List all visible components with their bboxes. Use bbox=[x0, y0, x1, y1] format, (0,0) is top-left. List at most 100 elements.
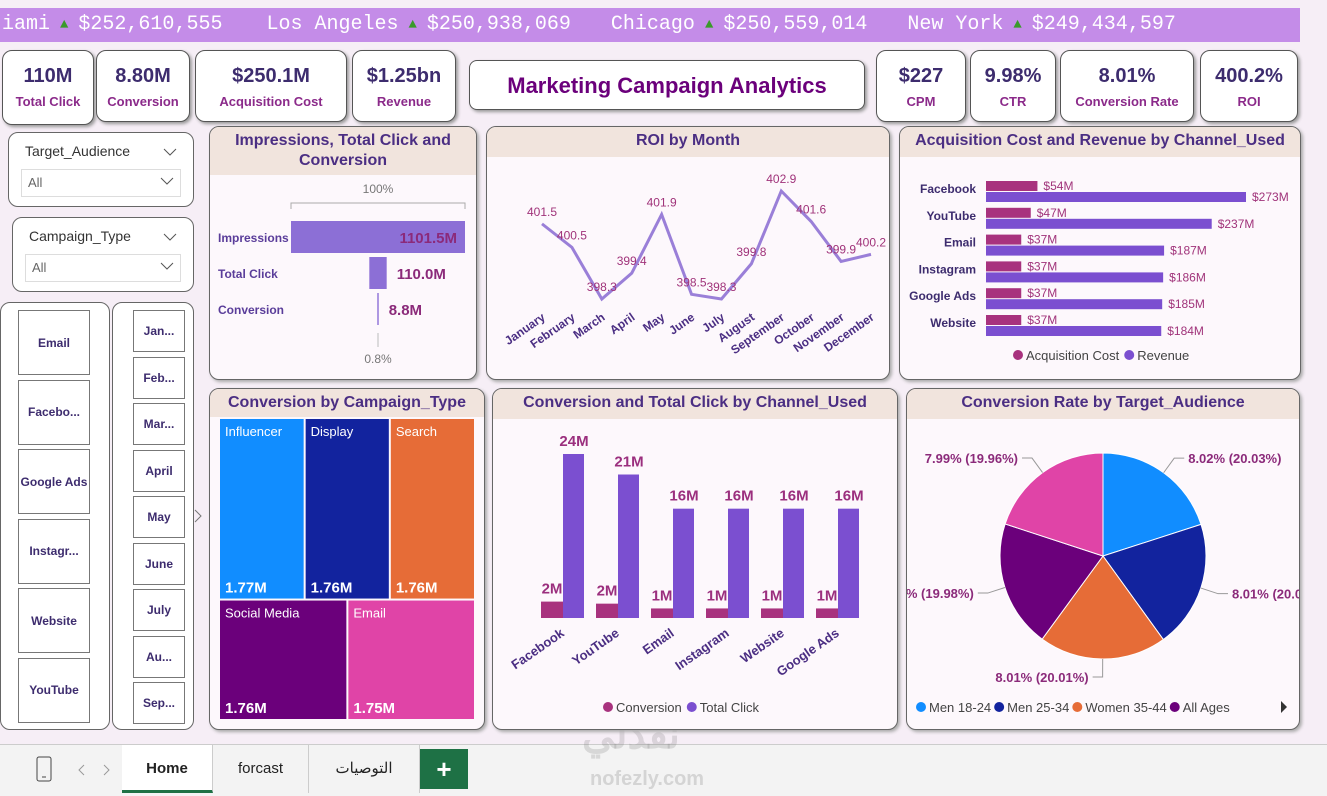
treemap-tile bbox=[390, 419, 474, 599]
dashboard-title: Marketing Campaign Analytics bbox=[507, 73, 827, 98]
month-button[interactable]: April bbox=[133, 449, 185, 492]
tab-bar: Home forcast التوصيات + bbox=[0, 744, 1327, 796]
channel-label: Email bbox=[640, 625, 677, 657]
chart-title: Conversion by Campaign_Type bbox=[210, 389, 484, 417]
channel-label: Google Ads bbox=[774, 625, 842, 679]
channel-button[interactable]: Email bbox=[18, 310, 90, 375]
treemap-tile bbox=[305, 419, 389, 599]
channel-button[interactable]: Instagr... bbox=[18, 518, 90, 584]
slice-label: 7.99% (19.96%) bbox=[925, 451, 1018, 466]
funnel-value-label: 110.0M bbox=[397, 266, 446, 283]
kpi-card: 8.01% Conversion Rate bbox=[1060, 50, 1194, 122]
bar bbox=[986, 207, 1031, 218]
bar-value-label: $186M bbox=[1169, 270, 1206, 284]
channel-button[interactable]: Google Ads bbox=[18, 449, 90, 514]
roi-label: 398.5 bbox=[677, 275, 707, 289]
bar-value-label: $187M bbox=[1170, 244, 1207, 258]
bar bbox=[986, 181, 1038, 191]
channel-label: Website bbox=[737, 625, 786, 666]
kpi-label: Revenue bbox=[376, 94, 432, 109]
month-button[interactable]: July bbox=[133, 589, 185, 631]
ticker-city: New York bbox=[907, 13, 1004, 36]
title-box: Marketing Campaign Analytics bbox=[469, 60, 865, 110]
ticker-value: $250,938,069 bbox=[426, 13, 571, 36]
label-leader bbox=[977, 587, 1006, 594]
channel-label: YouTube bbox=[926, 209, 976, 223]
channel-button[interactable]: Website bbox=[18, 588, 90, 653]
chart-panel: ROI by Month 401.5 January 400.5 February 398… bbox=[486, 126, 890, 380]
kpi-card: 110M Total Click bbox=[2, 50, 94, 125]
bar bbox=[986, 315, 1022, 325]
month-label: April bbox=[607, 310, 637, 337]
channel-button[interactable]: YouTube bbox=[18, 657, 90, 723]
month-button[interactable]: Au... bbox=[133, 635, 185, 678]
roi-line bbox=[541, 188, 872, 302]
chart-title: Impressions, Total Click and Conversion bbox=[210, 127, 476, 175]
channel-label: YouTube bbox=[569, 625, 622, 668]
bar-value-label: 1M bbox=[652, 587, 673, 604]
month-button[interactable]: May bbox=[133, 496, 185, 538]
bar bbox=[816, 608, 838, 618]
tile-category: Display bbox=[311, 424, 354, 439]
roi-label: 400.5 bbox=[557, 228, 587, 242]
ticker-value: $249,434,597 bbox=[1031, 13, 1176, 36]
channel-label: Instagram bbox=[672, 625, 732, 673]
funnel-bar bbox=[369, 257, 387, 289]
kpi-label: CPM bbox=[906, 94, 936, 109]
ticker: iami ▲ $252,610,555 Los Angeles ▲ $250,938,06… bbox=[0, 8, 1300, 42]
kpi-label: Acquisition Cost bbox=[219, 94, 323, 109]
legend-dot bbox=[1013, 350, 1023, 360]
chart-title: Conversion Rate by Target_Audience bbox=[907, 389, 1299, 419]
channel-button[interactable]: Facebo... bbox=[18, 379, 90, 445]
legend-label: Total Click bbox=[700, 700, 760, 715]
slicer-dropdown[interactable]: All bbox=[21, 169, 181, 197]
chart-body: Influencer 1.77M Display 1.76M Search 1.76M So… bbox=[220, 419, 474, 719]
legend-label: Men 25-34 bbox=[1007, 700, 1069, 715]
bar-value-label: $37M bbox=[1027, 259, 1057, 273]
funnel-bar bbox=[291, 221, 465, 253]
month-button[interactable]: Mar... bbox=[133, 403, 185, 445]
phone-icon[interactable] bbox=[34, 755, 54, 783]
tab-nav[interactable] bbox=[76, 763, 116, 777]
chevron[interactable] bbox=[163, 147, 177, 157]
tile-value: 1.76M bbox=[311, 580, 353, 597]
bar-value-label: $37M bbox=[1027, 313, 1057, 327]
bar-value-label: $37M bbox=[1027, 286, 1057, 300]
tile-value: 1.77M bbox=[225, 580, 267, 597]
roi-label: 401.9 bbox=[647, 195, 677, 209]
month-button[interactable]: June bbox=[133, 542, 185, 585]
month-button[interactable]: Feb... bbox=[133, 356, 185, 399]
add-tab[interactable]: + bbox=[420, 749, 468, 789]
chevron[interactable] bbox=[160, 261, 174, 271]
dropdown-slicer: Target_Audience All bbox=[8, 132, 194, 207]
pie-slice bbox=[1102, 523, 1207, 641]
roi-label: 399.9 bbox=[826, 242, 856, 256]
funnel-bracket bbox=[290, 202, 466, 209]
funnel-category: Conversion bbox=[218, 303, 284, 317]
bar-value-label: 1M bbox=[817, 587, 838, 604]
bar bbox=[761, 608, 783, 618]
kpi-card: $227 CPM bbox=[876, 50, 966, 122]
slice-label: 8.01% (20.01%) bbox=[995, 670, 1088, 685]
month-button[interactable]: Sep... bbox=[133, 682, 185, 724]
label-leader bbox=[1022, 457, 1043, 473]
tile-category: Influencer bbox=[225, 424, 283, 439]
bar-value-label: $47M bbox=[1037, 206, 1067, 220]
sheet-tab[interactable]: Home bbox=[122, 745, 213, 793]
chevron[interactable] bbox=[163, 232, 177, 242]
slicer-dropdown[interactable]: All bbox=[25, 254, 181, 282]
treemap-tile bbox=[348, 600, 474, 719]
ticker-row: iami ▲ $252,610,555 Los Angeles ▲ $250,938,06… bbox=[2, 8, 1300, 42]
chevron[interactable] bbox=[160, 176, 174, 186]
bar-value-label: 2M bbox=[597, 583, 618, 600]
month-button[interactable]: Jan... bbox=[133, 310, 185, 352]
bar bbox=[563, 454, 584, 618]
bar bbox=[986, 299, 1163, 310]
funnel-category: Total Click bbox=[218, 267, 278, 281]
kpi-value: $250.1M bbox=[232, 65, 310, 87]
sheet-tab[interactable]: التوصيات bbox=[309, 745, 420, 793]
sheet-tab[interactable]: forcast bbox=[213, 745, 309, 793]
scroll-arrow[interactable] bbox=[192, 508, 204, 524]
legend-dot bbox=[916, 702, 926, 712]
channel-label: Email bbox=[944, 236, 976, 250]
